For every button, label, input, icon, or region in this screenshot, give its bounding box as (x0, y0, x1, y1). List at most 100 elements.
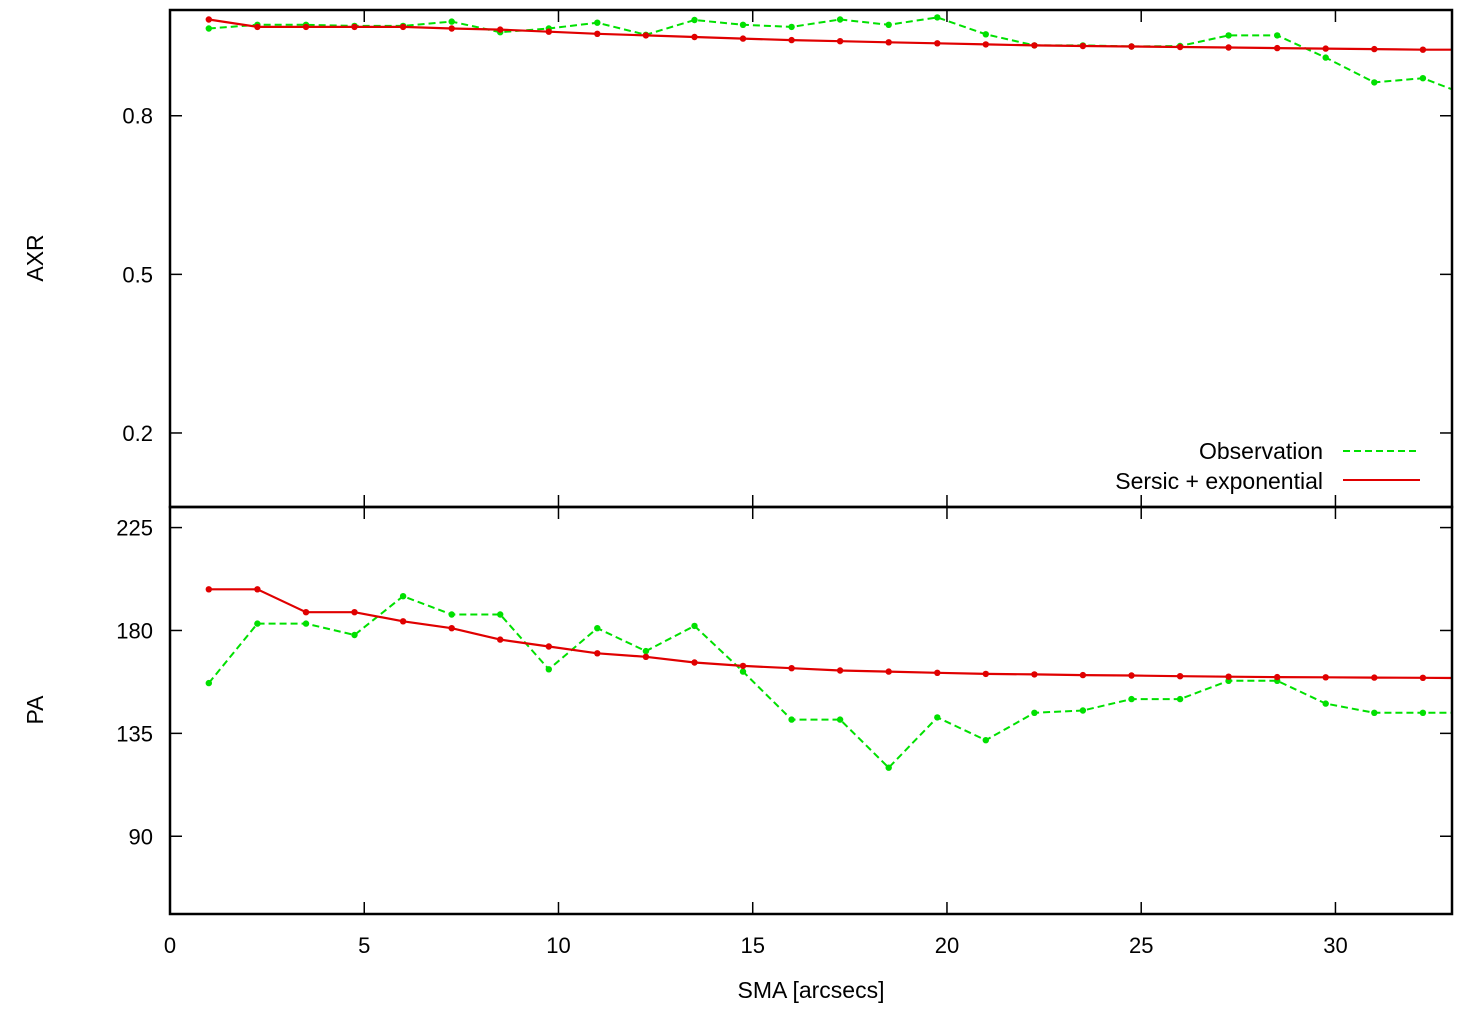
pa-ticks (169, 507, 1452, 914)
axr-point-model (739, 35, 747, 42)
pa-point-model (885, 668, 892, 675)
pa-point-observation (594, 625, 601, 632)
pa-point-observation (497, 611, 504, 618)
pa-point-model (1322, 674, 1329, 681)
pa-point-model (691, 659, 698, 666)
x-axis-title: SMA [arcsecs] (738, 977, 885, 1003)
axr-point-model (351, 23, 358, 31)
axr-point-model (1031, 42, 1038, 49)
axr-ytick-label: 0.2 (122, 421, 153, 446)
pa-point-observation (302, 620, 310, 627)
pa-point-observation (205, 679, 212, 687)
pa-point-observation (1371, 709, 1378, 716)
pa-point-observation (1079, 707, 1087, 714)
axr-ytick-label: 0.5 (122, 262, 153, 287)
axr-point-model (1079, 42, 1087, 50)
pa-point-observation (254, 620, 261, 627)
pa-point-model (1419, 674, 1427, 681)
pa-point-model (399, 618, 407, 625)
pa-point-observation (739, 668, 747, 675)
legend-label-model: Sersic + exponential (1115, 468, 1323, 494)
axr-point-model (836, 38, 844, 45)
legend-label-observation: Observation (1199, 438, 1323, 464)
pa-point-observation (1031, 709, 1038, 716)
pa-point-model (302, 609, 310, 616)
pa-y-axis-title: PA (22, 695, 48, 725)
axr-plot-frame (168, 8, 1454, 509)
axr-point-observation (982, 31, 989, 38)
axr-point-observation (1371, 79, 1378, 86)
axr-point-observation (836, 16, 844, 23)
axr-point-model (691, 33, 698, 41)
x-tick-label: 10 (546, 933, 570, 958)
pa-series-model-line (208, 588, 1453, 680)
pa-point-model (448, 625, 455, 632)
x-tick-label: 30 (1323, 933, 1347, 958)
pa-point-model (1274, 673, 1281, 681)
pa-point-model (1371, 674, 1378, 681)
pa-point-model (1079, 671, 1087, 679)
pa-ytick-labels: 90 135 180 225 (116, 516, 153, 850)
pa-ytick-label: 90 (129, 824, 153, 849)
axr-point-model (788, 36, 795, 44)
pa-point-model (545, 643, 552, 650)
pa-point-model (205, 586, 212, 593)
axr-point-model (399, 23, 407, 31)
axr-point-model (205, 16, 212, 23)
axr-point-observation (1419, 75, 1427, 82)
axr-point-observation (788, 23, 795, 31)
axr-point-observation (1274, 32, 1281, 39)
axr-y-axis-title: AXR (22, 234, 48, 281)
pa-point-observation (934, 714, 941, 721)
axr-point-model (1419, 46, 1427, 53)
pa-point-observation (836, 716, 844, 723)
x-tick-label: 5 (358, 933, 370, 958)
axr-point-observation (739, 21, 747, 28)
pa-point-model (497, 636, 504, 643)
pa-point-observation (399, 593, 407, 600)
axr-point-model (982, 41, 989, 48)
pa-point-model (836, 667, 844, 674)
x-tick-label: 20 (935, 933, 959, 958)
axr-point-model (885, 39, 892, 46)
axr-panel: AXR 0.2 0.5 0.8 (22, 8, 1454, 509)
pa-point-observation (1322, 700, 1329, 707)
x-tick-label: 0 (164, 933, 176, 958)
pa-point-model (739, 662, 747, 670)
pa-point-observation (1419, 709, 1427, 716)
axr-ytick-labels: 0.2 0.5 0.8 (122, 104, 153, 446)
axr-point-observation (205, 25, 212, 32)
axr-point-model (254, 23, 261, 31)
pa-point-observation (1128, 695, 1135, 703)
pa-point-model (254, 586, 261, 593)
axr-point-observation (885, 21, 892, 28)
pa-plot-frame (168, 505, 1454, 916)
pa-point-observation (642, 647, 650, 655)
axr-point-model (497, 26, 504, 33)
axr-point-model (302, 23, 310, 31)
axr-point-model (545, 28, 552, 35)
x-tick-labels: 0 5 10 15 20 25 30 (164, 933, 1348, 958)
axr-point-model (1371, 45, 1378, 53)
pa-point-model (788, 665, 795, 672)
axr-point-model (594, 30, 601, 37)
pa-point-model (1225, 673, 1232, 680)
axr-point-model (1128, 43, 1135, 50)
axr-point-observation (1225, 32, 1232, 39)
pa-point-model (594, 650, 601, 657)
axr-series-observation-line (208, 16, 1453, 91)
pa-ytick-label: 225 (116, 516, 153, 541)
pa-point-observation (545, 666, 552, 673)
legend: Observation Sersic + exponential (1115, 438, 1420, 494)
pa-point-model (1176, 673, 1184, 680)
axr-point-observation (934, 14, 941, 21)
axr-ticks (169, 10, 1452, 507)
x-tick-label: 25 (1129, 933, 1153, 958)
pa-point-observation (691, 622, 698, 630)
axr-point-model (1322, 45, 1329, 52)
pa-point-model (642, 653, 650, 660)
axr-point-observation (1322, 54, 1329, 61)
pa-point-observation (885, 764, 892, 771)
pa-series-observation-line (208, 595, 1452, 770)
